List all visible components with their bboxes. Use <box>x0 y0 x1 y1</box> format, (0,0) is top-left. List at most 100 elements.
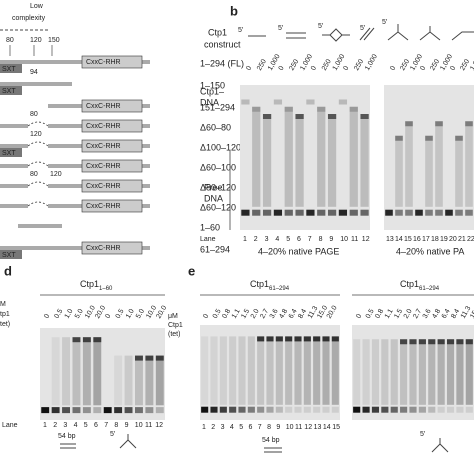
lane-number: 10 <box>286 424 294 431</box>
smear <box>313 336 321 405</box>
band <box>360 114 369 119</box>
concentration-label: 3.6 <box>269 308 280 320</box>
band <box>82 407 91 414</box>
domain-box <box>81 199 143 213</box>
domain-box <box>81 139 143 153</box>
band <box>82 337 91 343</box>
dna-shape <box>322 28 350 42</box>
band-label: Ctp1– <box>200 86 224 96</box>
smear <box>219 336 227 405</box>
lane-number: 8 <box>114 422 118 429</box>
lane-number: 3 <box>265 236 269 243</box>
band <box>446 339 455 345</box>
lane-number: 11 <box>295 424 302 431</box>
band <box>445 209 453 216</box>
smear <box>238 336 246 405</box>
smear <box>257 336 265 405</box>
band <box>247 406 255 413</box>
concentration-label: 4.8 <box>278 308 289 320</box>
lane-number: 19 <box>440 236 448 243</box>
smear <box>435 121 443 207</box>
domain-label: SXT <box>2 66 16 73</box>
smear <box>465 339 473 405</box>
lane-title: Lane <box>200 236 216 243</box>
lane-number: 12 <box>155 422 163 429</box>
band <box>437 406 445 413</box>
amount-label: 250 <box>459 58 471 72</box>
smear <box>62 337 70 406</box>
band <box>306 209 315 216</box>
band <box>400 339 408 345</box>
domain-box <box>0 86 22 95</box>
prime: 5′ <box>110 431 116 438</box>
smear <box>262 114 272 207</box>
band <box>327 114 337 119</box>
smear <box>371 339 380 405</box>
lane-number: 18 <box>431 236 439 243</box>
band <box>275 336 283 342</box>
column-title: Ctp1 <box>208 27 227 37</box>
panel-title: Ctp161–294 <box>400 279 440 291</box>
band <box>313 336 321 342</box>
band <box>229 406 237 413</box>
smear <box>405 121 413 207</box>
dna-shape <box>359 27 375 41</box>
smear <box>446 339 455 405</box>
band <box>360 209 369 216</box>
prime: 5′ <box>318 23 324 30</box>
smear <box>455 135 463 207</box>
band <box>409 339 417 345</box>
lane-number: 4 <box>275 236 279 243</box>
smear <box>322 336 330 405</box>
lane-number: 7 <box>258 424 262 431</box>
position-label: 80 <box>30 171 38 178</box>
band <box>262 209 272 216</box>
lane-number: 9 <box>276 424 280 431</box>
band <box>435 121 443 127</box>
axis-title: M <box>0 301 6 308</box>
smear <box>425 135 433 207</box>
domain-label: CxxC-RHR <box>86 163 121 170</box>
lane-number: 15 <box>404 236 412 243</box>
concentration-label: 0.8 <box>374 308 385 320</box>
deletion <box>27 201 49 207</box>
band <box>275 406 283 413</box>
concentration-label: 20.0 <box>155 305 168 320</box>
band <box>41 407 50 414</box>
band <box>294 406 302 413</box>
amount-label: 250 <box>321 58 333 72</box>
smear <box>390 339 398 405</box>
smear <box>247 336 255 405</box>
smear <box>295 114 304 207</box>
band <box>437 339 445 345</box>
title-sub: 61–294 <box>269 286 290 292</box>
smear <box>437 339 445 405</box>
domain-label: CxxC-RHR <box>86 203 121 210</box>
band <box>425 135 433 141</box>
position-label: 120 <box>30 131 42 138</box>
band <box>455 135 463 141</box>
position-label: 120 <box>50 171 62 178</box>
band <box>385 209 393 216</box>
smear <box>201 336 209 405</box>
smear <box>285 336 293 405</box>
band <box>262 114 272 119</box>
concentration-label: 2.0 <box>403 308 414 320</box>
band <box>295 209 304 216</box>
band <box>409 406 417 413</box>
lane-number: 2 <box>211 424 215 431</box>
smear <box>155 355 164 406</box>
amount-label: 1,000 <box>364 53 379 72</box>
prime: 5′ <box>420 431 426 438</box>
band <box>428 339 436 345</box>
band <box>306 99 315 105</box>
smear <box>331 336 339 405</box>
band <box>313 406 321 413</box>
band <box>456 406 464 413</box>
band <box>252 106 261 112</box>
band <box>349 106 358 112</box>
smear <box>275 336 283 405</box>
lane-number: 20 <box>449 236 457 243</box>
band <box>446 406 455 413</box>
